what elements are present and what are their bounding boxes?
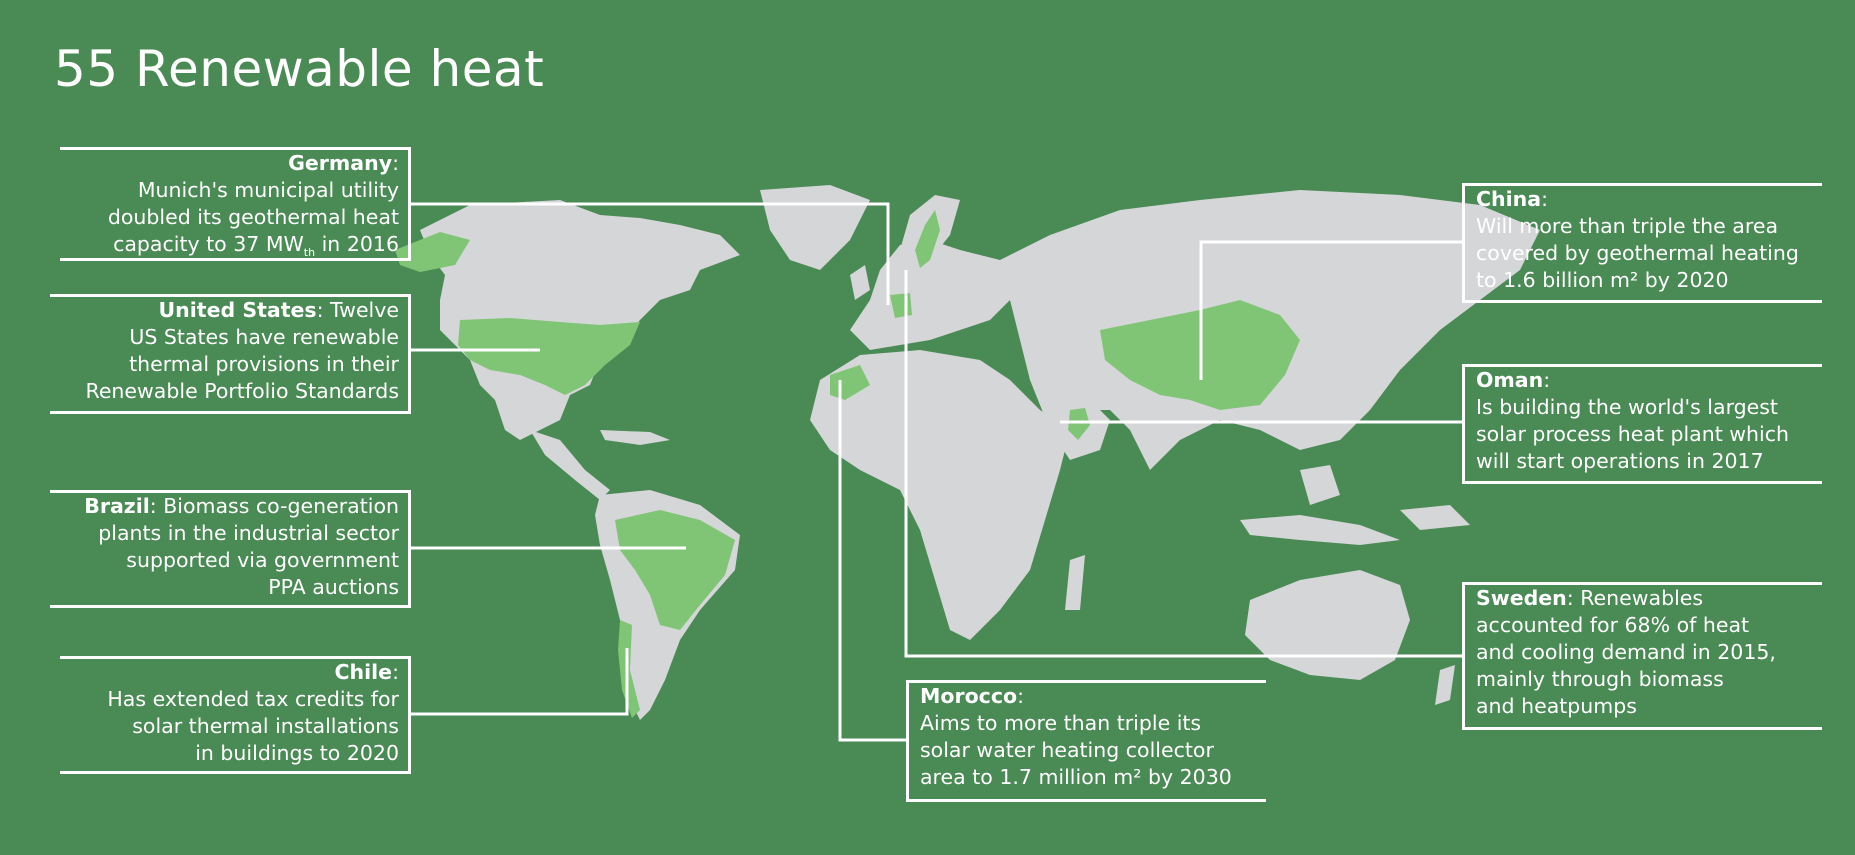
label-china-country: China [1476,187,1542,211]
label-morocco-country: Morocco [920,684,1018,708]
label-usa-country: United States [158,298,317,322]
leader-chile [408,648,629,716]
label-morocco-line-1: Aims to more than triple its [920,711,1202,735]
label-chile-country: Chile [334,660,393,684]
label-brazil-country: Brazil [84,494,150,518]
callout-united-states: United States: Twelve US States have ren… [50,294,411,414]
land-uk [850,265,870,300]
land-indonesia [1240,515,1400,545]
label-brazil-sep: : Biomass co-generation [149,494,399,518]
label-usa-line-1: US States have renewable [129,325,399,349]
label-sweden-country: Sweden [1476,586,1567,610]
land-australia [1245,570,1410,680]
callout-china: China: Will more than triple the area co… [1462,183,1822,303]
label-germany-line-3: capacity to 37 MWth in 2016 [113,232,399,260]
label-sweden-sep: : Renewables [1566,586,1704,610]
label-usa-line-3: Renewable Portfolio Standards [85,379,400,403]
label-chile-line-1: Has extended tax credits for [107,687,399,711]
page-title: 55 Renewable heat [54,40,545,98]
country-oman [1068,408,1090,440]
label-china-line-2: covered by geothermal heating [1476,241,1799,265]
label-germany-line-2: doubled its geothermal heat [107,205,399,229]
land-central-america [530,430,610,500]
label-china-sep: : [1541,187,1549,211]
label-usa-sep: : Twelve [316,298,399,322]
country-chile [618,620,640,718]
callout-oman: Oman: Is building the world's largest so… [1462,364,1822,484]
leader-sweden [904,270,1463,658]
label-brazil-line-2: supported via government [126,548,399,572]
country-usa [458,318,640,395]
land-masses [420,185,1540,720]
land-new-guinea [1400,505,1470,530]
label-china-line-3: to 1.6 billion m² by 2020 [1476,268,1729,292]
country-sweden [915,210,940,268]
country-alaska [395,232,470,272]
callout-morocco: Morocco: Aims to more than triple its so… [906,680,1266,802]
callout-sweden: Sweden: Renewables accounted for 68% of … [1462,582,1822,730]
label-germany-country: Germany [288,151,393,175]
label-morocco-line-3: area to 1.7 million m² by 2030 [920,765,1232,789]
land-europe [850,240,1030,350]
label-china-line-1: Will more than triple the area [1476,214,1779,238]
label-sweden-line-4: and heatpumps [1476,694,1637,718]
land-japan [1375,290,1400,350]
label-oman-line-1: Is building the world's largest [1476,395,1778,419]
label-oman-sep: : [1543,368,1551,392]
label-germany-sep: : [392,151,399,175]
callout-germany: Germany: Munich's municipal utility doub… [60,147,411,261]
land-greenland [760,185,870,270]
label-usa-line-2: thermal provisions in their [129,352,399,376]
label-chile-line-3: in buildings to 2020 [195,741,399,765]
label-oman-line-2: solar process heat plant which [1476,422,1789,446]
label-oman-country: Oman [1476,368,1544,392]
label-sweden-line-2: and cooling demand in 2015, [1476,640,1776,664]
label-chile-sep: : [392,660,399,684]
land-cuba [600,430,670,445]
callout-chile: Chile: Has extended tax credits for sola… [60,656,411,774]
leader-lines [408,202,1463,742]
label-germany-line-1: Munich's municipal utility [137,178,399,202]
label-morocco-line-2: solar water heating collector [920,738,1214,762]
land-new-zealand [1435,665,1455,705]
label-sweden-line-1: accounted for 68% of heat [1476,613,1750,637]
country-brazil [615,510,735,630]
label-oman-line-3: will start operations in 2017 [1476,449,1764,473]
leader-morocco [838,380,908,742]
label-morocco-sep: : [1017,684,1024,708]
label-chile-line-2: solar thermal installations [132,714,399,738]
land-africa [810,350,1070,640]
label-brazil-line-3: PPA auctions [268,575,399,599]
label-sweden-line-3: mainly through biomass [1476,667,1724,691]
land-north-america [420,200,740,440]
land-madagascar [1065,555,1085,610]
leader-china [1199,240,1463,380]
label-brazil-line-1: plants in the industrial sector [98,521,399,545]
land-borneo [1300,465,1340,505]
callout-brazil: Brazil: Biomass co-generation plants in … [50,490,411,608]
leader-germany [408,202,890,305]
